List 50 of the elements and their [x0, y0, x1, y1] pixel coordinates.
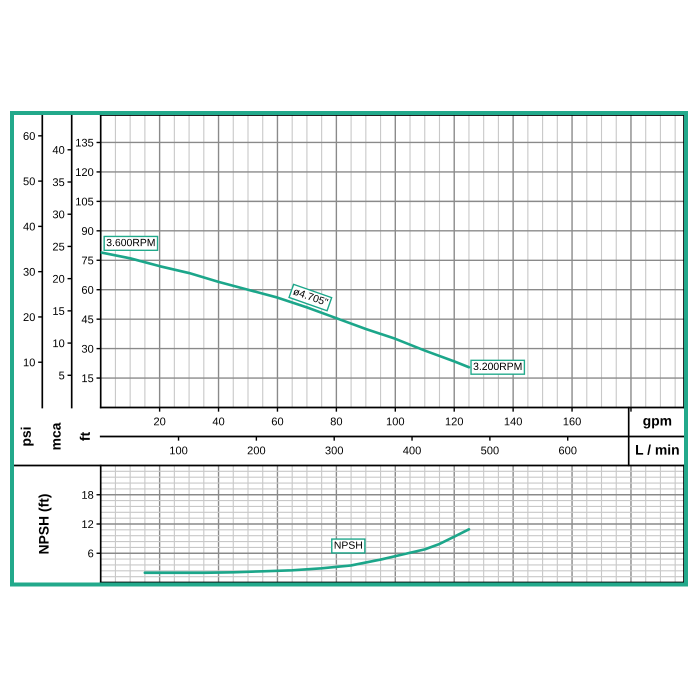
y3-tick-label: 5	[59, 372, 64, 380]
x-tick-label: 40	[212, 418, 224, 426]
x2-tick-label: 200	[248, 446, 266, 454]
x2-tick-label: 400	[403, 446, 421, 454]
x-tick-label: 120	[446, 418, 464, 426]
x2-tick-label: 600	[559, 446, 577, 454]
x2-tick-label: 500	[481, 446, 499, 454]
x-tick-label: 160	[564, 418, 581, 426]
text: ø4.705"	[292, 287, 329, 306]
x-tick-label: 80	[330, 418, 342, 426]
x2-tick-label: 100	[170, 446, 188, 454]
y-axis-title: ft	[80, 432, 90, 441]
y-tick-label: 45	[82, 316, 94, 324]
y-tick-label: 60	[82, 286, 94, 294]
x-tick-label: 20	[154, 418, 166, 426]
y3-tick-label: 25	[52, 242, 64, 251]
y-tick-label: 18	[82, 491, 94, 499]
y-tick-label: 6	[88, 550, 94, 558]
x2-tick-label: 300	[325, 446, 344, 454]
y2-axis-title: psi	[20, 427, 34, 446]
y3-tick-label: 40	[52, 146, 64, 154]
y3-tick-label: 15	[53, 307, 64, 315]
y3-tick-label: 35	[52, 178, 64, 186]
annotation: 3.600RPM	[106, 238, 155, 246]
x-tick-label: 60	[272, 418, 284, 426]
y3-tick-label: 10	[53, 339, 64, 348]
y3-tick-label: 30	[52, 210, 64, 218]
y2-tick-label: 60	[24, 132, 35, 140]
series-label: NPSH	[334, 541, 362, 549]
y3-axis-title: mca	[53, 422, 61, 450]
y2-tick-label: 40	[23, 222, 35, 231]
y2-tick-label: 50	[23, 177, 35, 186]
y2-tick-label: 30	[23, 268, 35, 276]
y-axis-title: NPSH (ft)	[38, 494, 52, 554]
y2-tick-label: 10	[24, 358, 35, 366]
y2-tick-label: 20	[24, 313, 35, 322]
x-tick-label: 140	[504, 418, 522, 426]
y-tick-label: 135	[76, 138, 94, 147]
y3-tick-label: 20	[52, 274, 64, 283]
y-tick-label: 75	[82, 256, 94, 264]
y-tick-label: 105	[76, 198, 94, 206]
x-axis-title: gpm	[643, 418, 672, 428]
y-tick-label: 90	[82, 227, 94, 235]
y-tick-label: 120	[76, 168, 94, 176]
annotation: 3.200RPM	[474, 362, 522, 370]
y-tick-label: 30	[82, 344, 94, 353]
x2-axis-title: L / min	[636, 444, 679, 455]
y-tick-label: 15	[82, 374, 94, 382]
y-tick-label: 12	[82, 520, 94, 528]
x-tick-label: 100	[386, 418, 404, 426]
